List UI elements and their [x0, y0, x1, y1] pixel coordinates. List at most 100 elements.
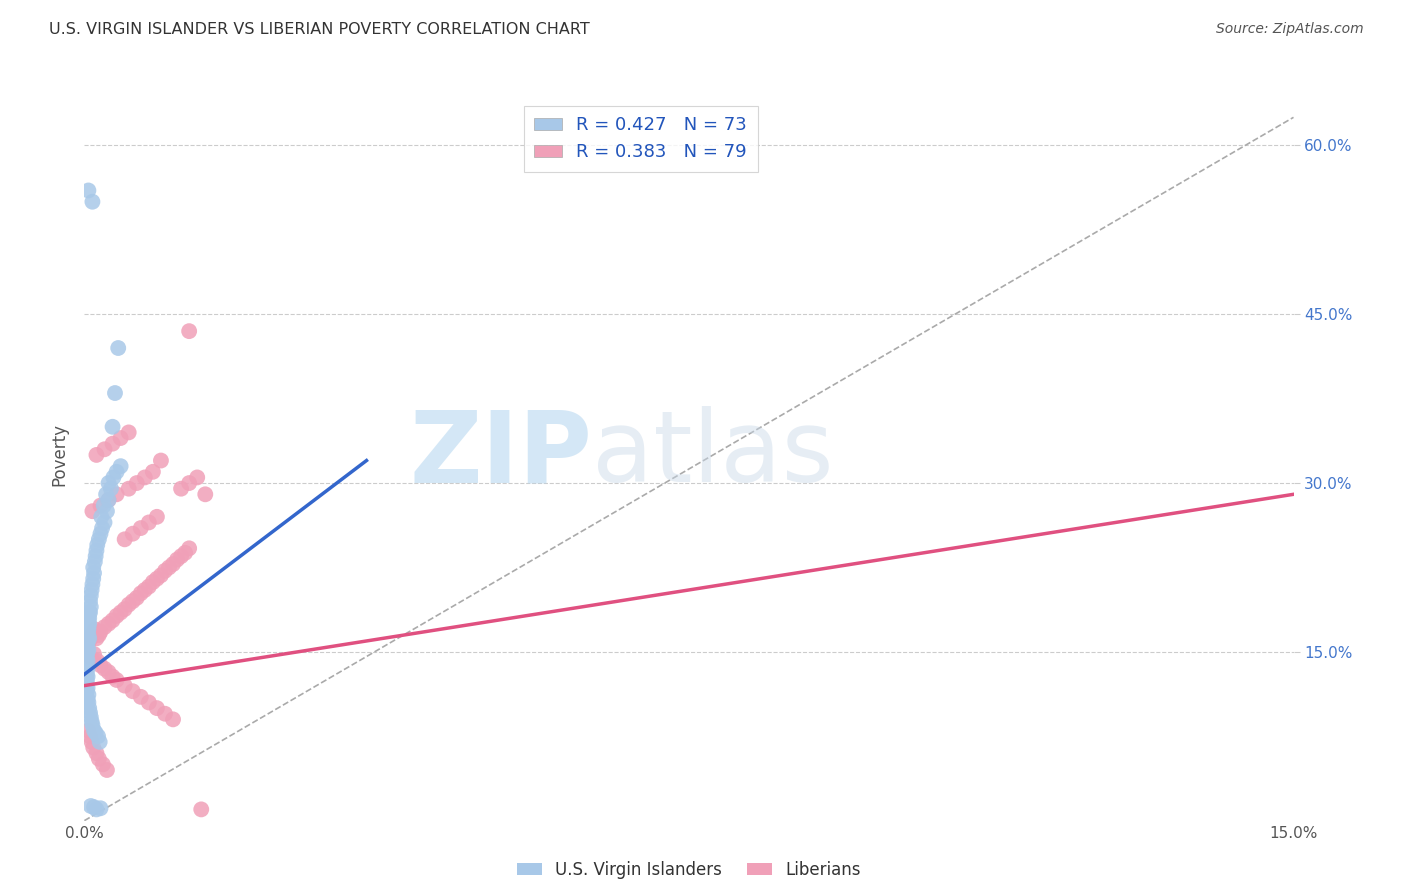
- Point: [118, 482, 141, 496]
- Point: [80, 799, 103, 814]
- Point: [80, 714, 103, 729]
- Point: [83, 647, 105, 661]
- Point: [146, 572, 169, 586]
- Point: [82, 504, 104, 518]
- Point: [149, 568, 172, 582]
- Point: [103, 470, 125, 484]
- Point: [110, 606, 132, 620]
- Point: [86, 802, 108, 816]
- Point: [77, 620, 100, 634]
- Point: [149, 453, 172, 467]
- Point: [101, 419, 124, 434]
- Point: [77, 688, 100, 702]
- Point: [80, 710, 103, 724]
- Point: [94, 487, 117, 501]
- Point: [86, 538, 108, 552]
- Point: [76, 639, 98, 653]
- Point: [93, 499, 115, 513]
- Point: [97, 492, 120, 507]
- Point: [142, 575, 165, 590]
- Point: [146, 509, 169, 524]
- Point: [179, 324, 201, 338]
- Point: [77, 623, 100, 637]
- Point: [76, 658, 98, 673]
- Point: [101, 670, 124, 684]
- Point: [93, 662, 115, 676]
- Point: [76, 673, 98, 687]
- Point: [79, 606, 101, 620]
- Point: [82, 572, 104, 586]
- Point: [101, 436, 124, 450]
- Point: [77, 613, 100, 627]
- Point: [93, 516, 115, 530]
- Point: [134, 470, 156, 484]
- Text: atlas: atlas: [592, 407, 834, 503]
- Point: [80, 589, 103, 603]
- Point: [142, 465, 165, 479]
- Point: [118, 425, 141, 440]
- Point: [190, 802, 212, 816]
- Point: [76, 647, 98, 661]
- Point: [83, 800, 105, 814]
- Point: [77, 632, 100, 646]
- Point: [157, 560, 180, 574]
- Point: [114, 679, 136, 693]
- Point: [138, 696, 160, 710]
- Point: [186, 470, 208, 484]
- Point: [77, 606, 100, 620]
- Point: [76, 676, 98, 690]
- Text: U.S. VIRGIN ISLANDER VS LIBERIAN POVERTY CORRELATION CHART: U.S. VIRGIN ISLANDER VS LIBERIAN POVERTY…: [49, 22, 591, 37]
- Point: [86, 448, 108, 462]
- Point: [83, 566, 105, 580]
- Point: [77, 628, 100, 642]
- Point: [83, 723, 105, 738]
- Point: [82, 718, 104, 732]
- Point: [118, 598, 141, 612]
- Point: [76, 662, 98, 676]
- Point: [170, 549, 193, 564]
- Point: [107, 341, 129, 355]
- Point: [82, 560, 104, 574]
- Point: [129, 690, 152, 704]
- Point: [110, 459, 132, 474]
- Point: [89, 526, 111, 541]
- Point: [129, 521, 152, 535]
- Point: [105, 487, 128, 501]
- Point: [79, 729, 101, 743]
- Point: [166, 552, 188, 566]
- Point: [86, 543, 108, 558]
- Point: [79, 706, 101, 720]
- Point: [83, 623, 105, 637]
- Point: [77, 642, 100, 657]
- Point: [91, 757, 114, 772]
- Point: [89, 499, 111, 513]
- Point: [97, 476, 120, 491]
- Point: [105, 465, 128, 479]
- Point: [76, 654, 98, 668]
- Point: [125, 476, 148, 491]
- Point: [87, 533, 110, 547]
- Point: [76, 670, 98, 684]
- Point: [129, 586, 152, 600]
- Point: [105, 673, 128, 687]
- Point: [97, 492, 120, 507]
- Point: [77, 636, 100, 650]
- Point: [87, 729, 110, 743]
- Point: [76, 684, 98, 698]
- Point: [82, 627, 104, 641]
- Point: [194, 487, 217, 501]
- Point: [97, 616, 120, 631]
- Point: [80, 582, 103, 597]
- Point: [79, 594, 101, 608]
- Point: [96, 763, 118, 777]
- Text: ZIP: ZIP: [409, 407, 592, 503]
- Point: [87, 752, 110, 766]
- Y-axis label: Poverty: Poverty: [51, 424, 69, 486]
- Point: [121, 594, 143, 608]
- Point: [80, 735, 103, 749]
- Point: [179, 541, 201, 556]
- Point: [86, 746, 108, 760]
- Point: [121, 684, 143, 698]
- Point: [179, 476, 201, 491]
- Point: [90, 509, 112, 524]
